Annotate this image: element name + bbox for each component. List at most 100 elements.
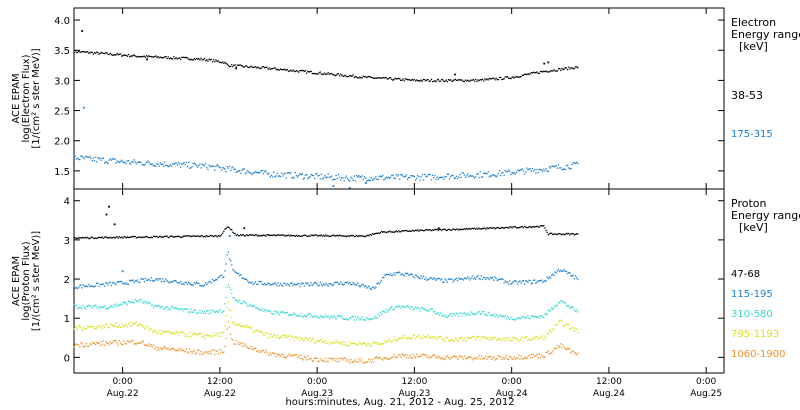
data-point: [367, 76, 369, 78]
data-point: [560, 299, 562, 302]
data-point: [361, 316, 363, 318]
data-point: [279, 336, 282, 338]
data-point: [439, 176, 442, 178]
data-point: [102, 237, 105, 239]
data-point: [76, 329, 79, 331]
data-point: [505, 355, 508, 357]
data-point: [494, 79, 496, 81]
data-point: [131, 235, 133, 238]
data-point: [225, 337, 227, 339]
data-point: [157, 236, 159, 239]
data-point: [497, 355, 500, 357]
data-point: [205, 282, 207, 284]
data-point: [522, 227, 525, 229]
data-point: [534, 355, 536, 357]
data-point: [302, 69, 304, 72]
data-point: [480, 313, 483, 315]
data-point: [501, 315, 503, 317]
data-point: [351, 342, 353, 344]
data-point: [174, 333, 176, 335]
data-point: [511, 172, 513, 174]
data-point: [100, 341, 102, 343]
data-point: [576, 233, 578, 235]
data-point: [425, 277, 427, 279]
data-point: [344, 74, 346, 76]
data-point: [543, 70, 545, 73]
data-point: [360, 235, 362, 237]
data-point: [97, 51, 99, 54]
data-point: [524, 226, 527, 228]
data-point: [464, 228, 467, 230]
data-point: [124, 325, 126, 327]
data-point: [571, 350, 573, 353]
data-point: [106, 236, 108, 239]
data-point: [239, 64, 241, 66]
data-point: [101, 327, 104, 330]
data-point: [139, 161, 141, 163]
data-point: [312, 316, 315, 318]
data-point: [453, 177, 455, 179]
data-point: [237, 341, 240, 344]
data-point: [128, 279, 131, 281]
data-point: [233, 343, 235, 345]
data-point: [560, 233, 562, 235]
data-point: [329, 235, 332, 237]
data-point: [146, 161, 148, 163]
data-point: [90, 157, 92, 159]
data-point: [144, 277, 147, 280]
data-point: [330, 315, 333, 317]
data-point: [243, 326, 245, 328]
data-point: [224, 303, 226, 305]
data-point: [313, 234, 316, 236]
data-point: [207, 335, 209, 337]
data-point: [125, 237, 127, 239]
data-point: [560, 69, 562, 72]
data-point: [524, 336, 527, 339]
data-point: [445, 229, 447, 232]
data-point: [224, 270, 226, 272]
data-point: [286, 283, 289, 285]
data-point: [257, 235, 259, 237]
data-point: [286, 336, 289, 339]
data-point: [189, 282, 191, 285]
data-point: [294, 70, 296, 73]
data-point: [82, 236, 84, 239]
data-point: [566, 348, 569, 350]
data-point: [104, 236, 106, 238]
data-point: [175, 162, 177, 164]
data-point: [434, 80, 436, 82]
data-point: [293, 312, 295, 314]
data-point: [80, 155, 82, 157]
data-point: [349, 235, 351, 237]
data-point: [317, 175, 319, 177]
data-point: [531, 356, 534, 359]
data-point: [111, 341, 114, 344]
proton-ytick-label: 0: [64, 353, 70, 364]
data-point: [497, 227, 500, 229]
data-point: [471, 79, 473, 81]
data-point: [330, 341, 333, 343]
data-point: [81, 328, 83, 331]
data-point: [417, 306, 419, 308]
data-point: [128, 300, 131, 303]
data-point: [157, 279, 159, 281]
data-point: [265, 349, 267, 351]
data-point: [296, 235, 299, 237]
data-point: [494, 228, 496, 230]
data-point: [556, 304, 559, 306]
data-point: [118, 324, 121, 326]
data-point: [248, 326, 250, 328]
data-point: [87, 345, 89, 347]
data-point: [428, 80, 430, 83]
data-point: [312, 283, 315, 285]
data-point: [497, 316, 500, 318]
data-point: [459, 173, 461, 176]
data-point: [346, 76, 349, 78]
data-point: [198, 165, 200, 167]
data-point: [443, 178, 445, 180]
data-point: [257, 308, 259, 310]
data-point: [454, 278, 456, 281]
data-point: [89, 285, 91, 288]
data-point: [200, 285, 202, 287]
data-point: [551, 232, 553, 234]
